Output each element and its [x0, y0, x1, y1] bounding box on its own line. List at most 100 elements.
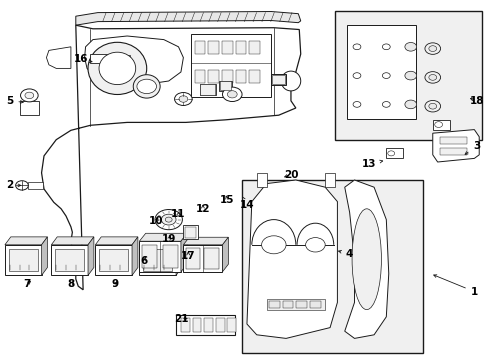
Bar [439, 148, 466, 155]
Bar [163, 245, 178, 268]
Text: 6: 6 [141, 256, 147, 266]
Circle shape [424, 100, 440, 112]
Bar [235, 41, 246, 54]
Bar [90, 54, 107, 63]
Circle shape [428, 46, 436, 51]
Bar [139, 241, 181, 272]
Bar [266, 299, 325, 310]
Polygon shape [41, 237, 47, 275]
Circle shape [25, 92, 34, 99]
Bar [334, 11, 481, 140]
Circle shape [404, 100, 416, 109]
Bar [296, 301, 306, 308]
Bar [249, 70, 260, 83]
Ellipse shape [133, 75, 160, 98]
Circle shape [305, 238, 325, 252]
Circle shape [137, 79, 156, 94]
Circle shape [424, 43, 440, 54]
Bar [222, 70, 232, 83]
Circle shape [382, 102, 389, 107]
Circle shape [352, 102, 360, 107]
Ellipse shape [88, 42, 146, 94]
Bar [194, 41, 205, 54]
Bar [176, 315, 234, 335]
Bar [185, 248, 200, 269]
Text: 1: 1 [433, 275, 477, 297]
Polygon shape [84, 36, 183, 85]
Bar [51, 245, 88, 275]
Bar [235, 70, 246, 83]
Polygon shape [95, 237, 138, 245]
Bar [28, 182, 43, 189]
Text: 4: 4 [338, 249, 353, 259]
Bar [183, 245, 222, 272]
Circle shape [222, 87, 242, 102]
Polygon shape [181, 233, 187, 272]
Bar [242, 180, 422, 353]
Bar [271, 74, 285, 85]
Polygon shape [344, 180, 388, 338]
Polygon shape [41, 25, 300, 290]
Bar [5, 245, 41, 275]
Circle shape [434, 122, 442, 127]
Bar [181, 318, 189, 332]
Polygon shape [51, 237, 94, 245]
Circle shape [155, 210, 182, 230]
Circle shape [424, 72, 440, 83]
Bar [185, 227, 196, 238]
Polygon shape [222, 237, 228, 272]
Bar [20, 101, 39, 115]
Text: 7: 7 [23, 279, 31, 289]
Circle shape [382, 44, 389, 50]
Bar [309, 301, 320, 308]
Circle shape [165, 217, 172, 222]
Text: 15: 15 [220, 195, 234, 205]
Bar [256, 173, 266, 187]
Bar [282, 301, 293, 308]
Circle shape [261, 236, 285, 254]
Polygon shape [183, 237, 228, 245]
Bar [194, 70, 205, 83]
Circle shape [382, 73, 389, 78]
Circle shape [352, 73, 360, 78]
Ellipse shape [281, 71, 300, 91]
Circle shape [179, 96, 187, 102]
Polygon shape [76, 12, 300, 25]
Bar [139, 245, 176, 275]
Bar [117, 55, 129, 62]
Bar [432, 120, 449, 130]
Polygon shape [139, 233, 187, 241]
Ellipse shape [99, 52, 136, 85]
Circle shape [174, 93, 192, 105]
Circle shape [227, 91, 237, 98]
Bar [249, 41, 260, 54]
Bar [268, 301, 279, 308]
Circle shape [404, 42, 416, 51]
Bar [222, 41, 232, 54]
Polygon shape [246, 180, 337, 338]
Bar [272, 75, 285, 84]
Bar [386, 148, 403, 158]
Text: 2: 2 [6, 180, 20, 190]
Bar [142, 245, 157, 268]
Text: 19: 19 [161, 234, 176, 244]
Circle shape [387, 151, 394, 156]
Text: 13: 13 [361, 159, 382, 169]
Bar [204, 248, 219, 269]
Bar [439, 137, 466, 144]
Bar [219, 81, 231, 90]
Polygon shape [139, 237, 182, 245]
Text: 18: 18 [468, 96, 483, 106]
Bar [199, 84, 215, 95]
Text: 3: 3 [464, 141, 479, 154]
Bar [208, 70, 219, 83]
Text: 10: 10 [149, 216, 163, 226]
Polygon shape [432, 130, 478, 162]
Circle shape [428, 75, 436, 80]
Polygon shape [46, 47, 71, 68]
Circle shape [161, 214, 176, 225]
Text: 9: 9 [111, 279, 118, 289]
Bar [208, 41, 219, 54]
Bar [9, 249, 38, 271]
Circle shape [16, 181, 28, 190]
